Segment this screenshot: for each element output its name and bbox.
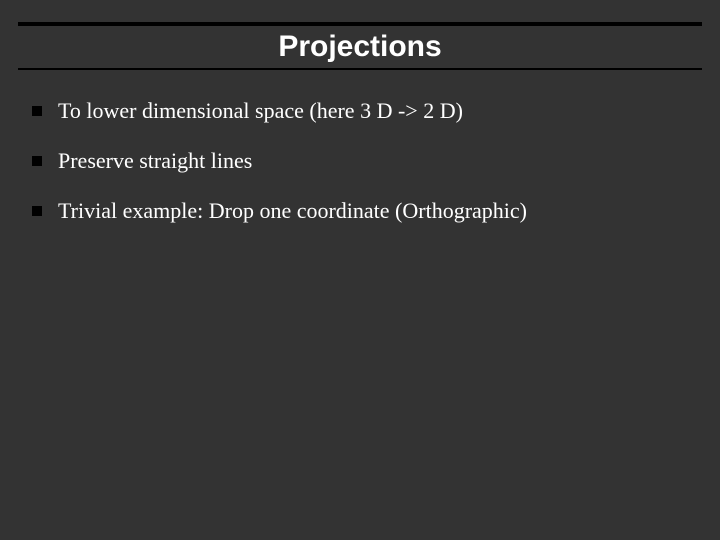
bullet-marker-icon — [32, 206, 42, 216]
bullet-item: Trivial example: Drop one coordinate (Or… — [32, 196, 692, 226]
bullet-text: To lower dimensional space (here 3 D -> … — [58, 96, 692, 126]
slide-title: Projections — [278, 30, 441, 64]
bullet-item: Preserve straight lines — [32, 146, 692, 176]
bullet-marker-icon — [32, 156, 42, 166]
top-horizontal-rule — [18, 22, 702, 26]
bullet-item: To lower dimensional space (here 3 D -> … — [32, 96, 692, 126]
title-underline-rule — [18, 68, 702, 70]
bullet-marker-icon — [32, 106, 42, 116]
bullet-text: Trivial example: Drop one coordinate (Or… — [58, 196, 692, 226]
bullet-text: Preserve straight lines — [58, 146, 692, 176]
bullet-list: To lower dimensional space (here 3 D -> … — [32, 96, 692, 246]
slide: Projections To lower dimensional space (… — [0, 0, 720, 540]
